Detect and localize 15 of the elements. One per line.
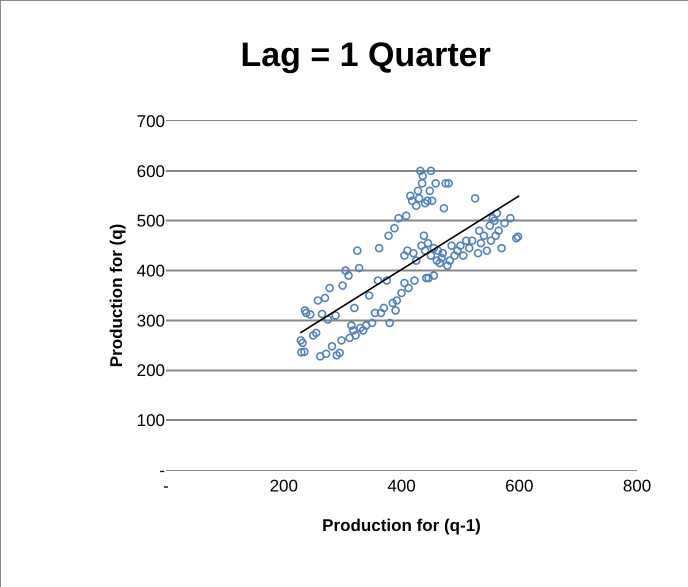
chart-title: Lag = 1 Quarter xyxy=(240,36,491,74)
y-tick-label: 400 xyxy=(136,262,165,281)
y-axis-title: Production for (q) xyxy=(107,224,126,368)
y-tick-label: 700 xyxy=(136,112,165,131)
y-tick-label: 100 xyxy=(136,411,165,430)
x-tick-label: 800 xyxy=(622,476,652,496)
y-tick-label: 600 xyxy=(136,162,165,181)
x-tick-label: 400 xyxy=(387,476,416,496)
y-tick-label: 500 xyxy=(136,212,165,231)
y-tick-label: 200 xyxy=(136,361,165,380)
x-tick-label: 200 xyxy=(270,476,298,496)
y-tick-label: 300 xyxy=(136,311,165,330)
x-axis-title: Production for (q-1) xyxy=(322,516,481,535)
x-tick-label: 600 xyxy=(505,476,534,496)
y-tick-label: - xyxy=(159,460,165,480)
